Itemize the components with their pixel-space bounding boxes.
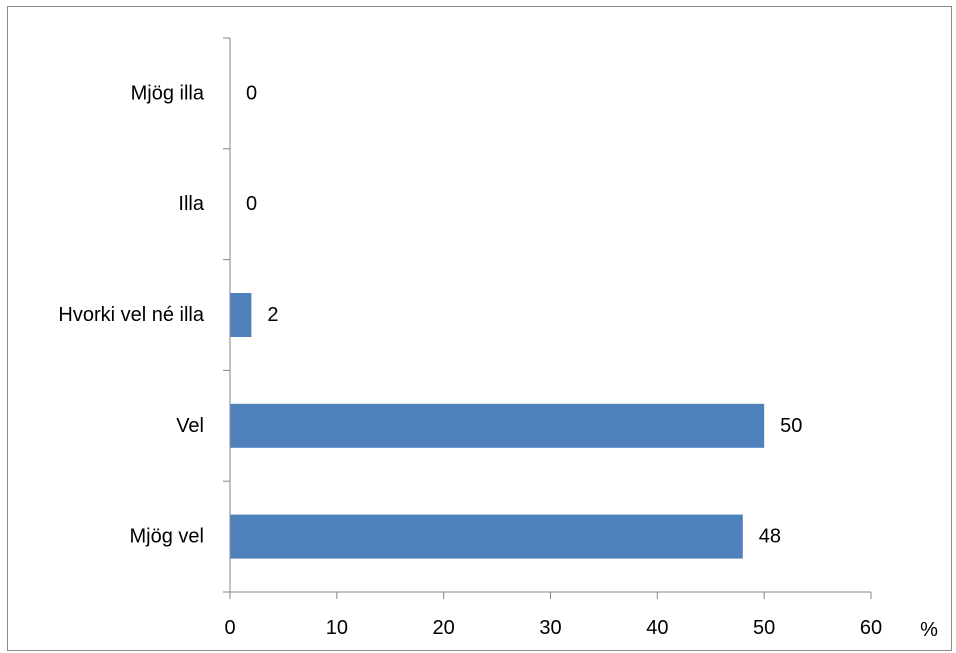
category-label-2: Hvorki vel né illa: [58, 304, 204, 326]
category-label-3: Vel: [176, 415, 204, 437]
x-tick-label-0: 0: [224, 617, 235, 639]
data-label-2: 2: [267, 304, 278, 326]
bar-3: [230, 404, 764, 448]
bar-2: [230, 293, 251, 337]
bar-4: [230, 515, 743, 559]
x-tick-label-5: 50: [753, 617, 775, 639]
x-tick-label-6: 60: [860, 617, 882, 639]
data-label-1: 0: [246, 193, 257, 215]
x-tick-label-4: 40: [646, 617, 668, 639]
category-label-0: Mjög illa: [131, 82, 205, 104]
data-label-0: 0: [246, 82, 257, 104]
x-tick-label-1: 10: [326, 617, 348, 639]
data-label-4: 48: [759, 526, 781, 548]
x-tick-label-2: 20: [433, 617, 455, 639]
data-label-3: 50: [780, 415, 802, 437]
category-label-4: Mjög vel: [130, 526, 204, 548]
category-label-1: Illa: [178, 193, 204, 215]
x-axis-unit-label: %: [920, 619, 938, 641]
x-tick-label-3: 30: [539, 617, 561, 639]
bars-layer: [230, 293, 764, 559]
